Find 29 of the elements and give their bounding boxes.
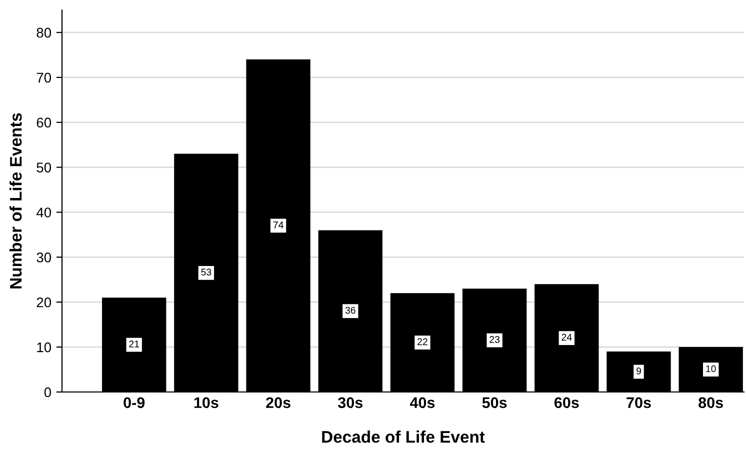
x-tick-label: 60s: [554, 397, 579, 408]
data-label: 74: [273, 222, 284, 228]
y-tick-label: 70: [36, 72, 52, 83]
y-tick-label: 30: [36, 252, 52, 262]
data-label: 36: [345, 306, 356, 314]
x-tick-label: 0-9: [124, 397, 145, 408]
data-label: 23: [490, 336, 500, 343]
y-tick-label: 60: [36, 118, 52, 128]
x-tick-label: 10s: [194, 397, 218, 408]
x-tick-label: 20s: [266, 397, 290, 408]
x-tick-label: 40s: [410, 397, 435, 408]
y-tick-label: 0: [44, 387, 52, 398]
y-tick-label: 20: [36, 297, 52, 308]
y-tick-label: 50: [36, 162, 52, 172]
y-axis-title: Number of Life Events: [9, 113, 22, 288]
x-tick-label: 50s: [482, 397, 507, 408]
x-tick-label: 70s: [626, 397, 651, 408]
x-tick-label: 80s: [698, 397, 723, 408]
data-label: 53: [201, 268, 212, 276]
data-label: 24: [562, 334, 572, 341]
data-label: 10: [706, 365, 716, 372]
y-tick-label: 10: [37, 342, 52, 352]
data-label: 21: [129, 340, 140, 348]
data-label: 22: [418, 338, 428, 346]
y-tick-label: 40: [36, 208, 52, 218]
y-tick-label: 80: [36, 28, 52, 38]
x-axis-title: Decade of Life Event: [322, 430, 485, 443]
data-label: 9: [636, 368, 641, 374]
x-tick-label: 30s: [338, 397, 362, 408]
